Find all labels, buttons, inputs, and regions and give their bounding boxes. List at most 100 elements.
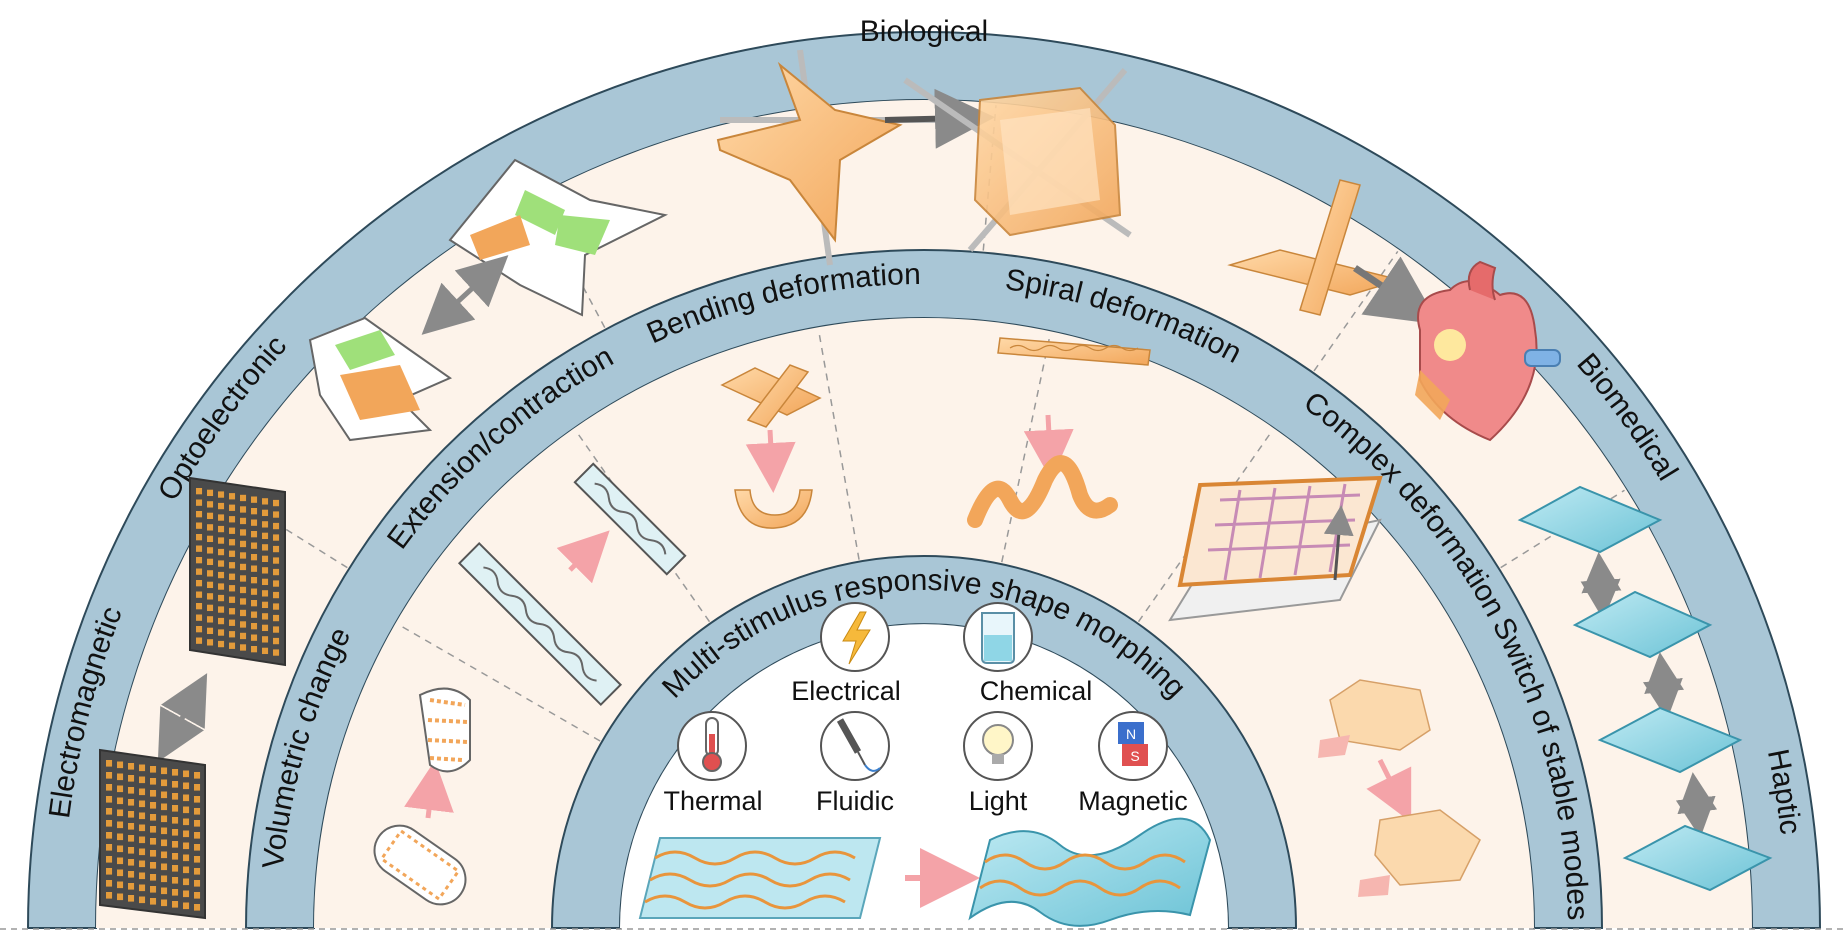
metamaterial-cell xyxy=(251,634,258,641)
metamaterial-cell xyxy=(117,845,124,853)
metamaterial-cell xyxy=(196,603,203,610)
metamaterial-cell xyxy=(128,787,135,794)
metamaterial-cell xyxy=(273,568,280,576)
metamaterial-cell xyxy=(273,545,280,553)
metamaterial-cell xyxy=(251,565,258,572)
spiral-arrow xyxy=(1023,414,1074,480)
metamaterial-cell xyxy=(251,508,258,515)
metamaterial-cell xyxy=(251,611,258,618)
metamaterial-cell xyxy=(117,821,124,829)
metamaterial-cell xyxy=(262,521,269,528)
metamaterial-cell xyxy=(150,802,157,809)
biological-label: Biological xyxy=(860,15,988,48)
divider-line xyxy=(817,329,860,560)
metamaterial-cell xyxy=(172,889,179,896)
metamaterial-cell xyxy=(207,604,214,612)
metamaterial-cell xyxy=(262,567,269,574)
metamaterial-cell xyxy=(251,600,258,607)
volumetric-arrow xyxy=(404,760,454,819)
metamaterial-cell xyxy=(183,818,190,826)
metamaterial-cell xyxy=(240,644,247,651)
metamaterial-cell xyxy=(117,881,124,889)
magnetic-stimulus: N S Magnetic xyxy=(1078,711,1188,816)
metamaterial-cell xyxy=(262,498,269,505)
lightning-icon xyxy=(842,611,871,665)
metamaterial-cell xyxy=(207,547,214,554)
metamaterial-cell xyxy=(172,853,179,860)
metamaterial-cell xyxy=(117,833,124,841)
metamaterial-cell xyxy=(106,868,113,875)
svg-text:Magnetic: Magnetic xyxy=(1078,786,1188,816)
metamaterial-cell xyxy=(251,496,258,503)
metamaterial-cell xyxy=(207,593,214,600)
metamaterial-cell xyxy=(128,763,135,770)
metamaterial-cell xyxy=(117,773,124,781)
metamaterial-cell xyxy=(172,781,179,788)
metamaterial-cell xyxy=(207,489,214,497)
metamaterial-cell xyxy=(196,557,203,564)
metamaterial-cell xyxy=(172,865,179,872)
thermometer-icon xyxy=(702,717,722,772)
metamaterial-cell xyxy=(262,590,269,597)
metamaterial-cell xyxy=(139,812,146,820)
metamaterial-cell xyxy=(273,511,280,518)
metamaterial-cell xyxy=(218,537,225,544)
outer-region xyxy=(96,100,1752,928)
metamaterial-cell xyxy=(128,835,135,842)
metamaterial-cell xyxy=(218,606,225,613)
metamaterial-cell xyxy=(207,581,214,589)
svg-text:Light: Light xyxy=(969,786,1028,816)
metamaterial-cell xyxy=(117,761,124,769)
metamaterial-cell xyxy=(240,575,247,582)
metamaterial-cell xyxy=(150,838,157,845)
metamaterial-cell xyxy=(161,815,168,823)
metamaterial-cell xyxy=(106,820,113,827)
metamaterial-cell xyxy=(139,848,146,856)
metamaterial-cell xyxy=(172,877,179,884)
metamaterial-cell xyxy=(194,844,201,851)
metamaterial-cell xyxy=(229,642,236,649)
metamaterial-cell xyxy=(273,580,280,587)
metamaterial-cell xyxy=(229,539,236,546)
metamaterial-small xyxy=(99,748,206,920)
metamaterial-cell xyxy=(150,790,157,797)
metamaterial-cell xyxy=(207,558,214,566)
metamaterial-cell xyxy=(139,764,146,772)
metamaterial-cell xyxy=(150,886,157,893)
metamaterial-cell xyxy=(194,784,201,791)
metamaterial-cell xyxy=(183,770,190,778)
metamaterial-cell xyxy=(128,859,135,866)
metamaterial-cell xyxy=(196,499,203,506)
electrical-stimulus: Electrical xyxy=(791,602,901,706)
metamaterial-cell xyxy=(207,512,214,520)
divider-line xyxy=(397,623,601,742)
metamaterial-cell xyxy=(172,817,179,824)
metamaterial-cell xyxy=(218,640,225,648)
middle-region xyxy=(314,318,1534,928)
metamaterial-cell xyxy=(251,542,258,549)
metamaterial-cell xyxy=(251,554,258,561)
volumetric-tube-large xyxy=(418,687,471,773)
syringe-icon xyxy=(836,718,881,772)
metamaterial-cell xyxy=(150,850,157,857)
metamaterial-cell xyxy=(128,871,135,878)
extension-rod-long xyxy=(457,541,623,707)
optoelectronic-arrow xyxy=(421,255,509,335)
metamaterial-cell xyxy=(196,545,203,552)
metamaterial-cell xyxy=(194,820,201,827)
metamaterial-cell xyxy=(161,875,168,883)
flat-sheet xyxy=(638,837,882,919)
metamaterial-cell xyxy=(262,601,269,609)
metamaterial-cell xyxy=(229,585,236,592)
metamaterial-cell xyxy=(262,647,269,655)
metamaterial-cell xyxy=(194,796,201,803)
haptic-stack xyxy=(1517,485,1773,892)
metamaterial-cell xyxy=(150,862,157,869)
svg-text:N: N xyxy=(1126,726,1136,742)
metamaterial-cell xyxy=(196,488,203,495)
metamaterial-cell xyxy=(229,550,236,557)
metamaterial-cell xyxy=(161,803,168,811)
metamaterial-cell xyxy=(229,527,236,534)
metamaterial-cell xyxy=(262,544,269,551)
